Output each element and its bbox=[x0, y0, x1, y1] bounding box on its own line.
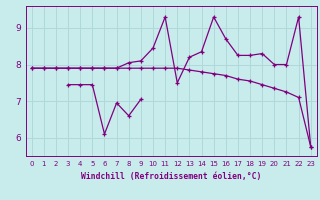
X-axis label: Windchill (Refroidissement éolien,°C): Windchill (Refroidissement éolien,°C) bbox=[81, 172, 261, 181]
